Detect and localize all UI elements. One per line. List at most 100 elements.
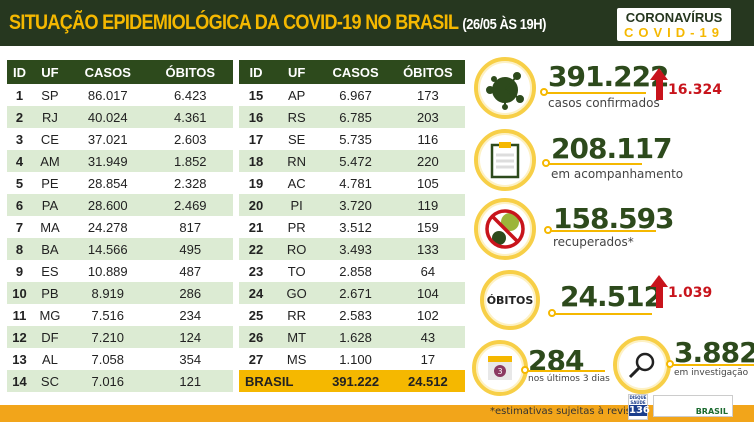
cell: 4 bbox=[7, 150, 32, 172]
cell: 7.210 bbox=[67, 326, 148, 348]
table-row: 14 SC 7.016 121 bbox=[7, 370, 233, 392]
table-row: 5 PE 28.854 2.328 bbox=[7, 172, 233, 194]
table-row: 16 RS 6.785 203 bbox=[239, 106, 465, 128]
table-row: 20 PI 3.720 119 bbox=[239, 194, 465, 216]
cell: SE bbox=[287, 131, 306, 147]
cell: 16 bbox=[239, 106, 273, 128]
cell: 31.949 bbox=[67, 150, 148, 172]
last3-label: nos últimos 3 dias bbox=[528, 374, 610, 384]
cell: AM bbox=[31, 150, 68, 172]
cell: 6.423 bbox=[174, 87, 207, 103]
cell: 17 bbox=[420, 351, 436, 367]
table-row: 23 TO 2.858 64 bbox=[239, 260, 465, 282]
cell: 1 bbox=[15, 87, 24, 103]
cell: AL bbox=[41, 351, 58, 367]
table-row: 10 PB 8.919 286 bbox=[7, 282, 233, 304]
cell: 203 bbox=[390, 106, 465, 128]
dot bbox=[544, 226, 552, 234]
cell: RN bbox=[272, 150, 321, 172]
cell: BA bbox=[31, 238, 68, 260]
cell: 2.328 bbox=[174, 175, 207, 191]
cell: 8 bbox=[7, 238, 32, 260]
cell: 3.720 bbox=[320, 194, 391, 216]
column-header: CASOS bbox=[67, 60, 148, 84]
cell: 173 bbox=[417, 87, 439, 103]
monitoring-value: 208.117 bbox=[551, 132, 673, 165]
cell: 28.600 bbox=[67, 194, 148, 216]
cell: DF bbox=[31, 326, 68, 348]
cell: RO bbox=[272, 238, 321, 260]
cell: 2.858 bbox=[339, 263, 372, 279]
cell: 28.854 bbox=[87, 175, 128, 191]
investigation-label: em investigação bbox=[674, 368, 749, 378]
cell: 2.583 bbox=[339, 307, 372, 323]
calendar-day: 3 bbox=[497, 367, 502, 376]
last3-circle: 3 bbox=[472, 340, 528, 396]
divider bbox=[670, 364, 754, 366]
arrow-stem bbox=[656, 79, 663, 100]
cell: 133 bbox=[390, 238, 465, 260]
table-row: 3 CE 37.021 2.603 bbox=[7, 128, 233, 150]
table-row: 2 RJ 40.024 4.361 bbox=[7, 106, 233, 128]
disque-label: DISQUE SAÚDE bbox=[629, 395, 647, 405]
cell: 43 bbox=[390, 326, 465, 348]
confirmed-label: casos confirmados bbox=[548, 96, 660, 110]
divider bbox=[546, 163, 642, 165]
total-label: BRASIL bbox=[239, 370, 321, 392]
cell: 15 bbox=[248, 87, 264, 103]
cell: GO bbox=[272, 282, 321, 304]
cell: 234 bbox=[179, 307, 202, 323]
cell: 37.021 bbox=[87, 131, 128, 147]
cell: AP bbox=[287, 87, 306, 103]
cell: 817 bbox=[179, 219, 202, 235]
cell: 7.016 bbox=[67, 370, 148, 392]
cell: 9 bbox=[15, 263, 24, 279]
cell: 5 bbox=[15, 175, 24, 191]
table-row: 18 RN 5.472 220 bbox=[239, 150, 465, 172]
cell: 3 bbox=[15, 131, 24, 147]
states-table-right: ID UF CASOS ÓBITOS 15 AP 6.967 173 16 RS 6.785 203 1… bbox=[239, 60, 465, 392]
cell: 124 bbox=[147, 326, 233, 348]
cell: 86.017 bbox=[87, 87, 128, 103]
divider bbox=[525, 370, 605, 372]
cell: 102 bbox=[417, 307, 439, 323]
investigation-value: 3.882 bbox=[674, 336, 754, 369]
date-label: (26/05 ÀS 19H) bbox=[462, 16, 546, 33]
divider bbox=[552, 313, 652, 315]
cell: 13 bbox=[12, 351, 27, 367]
cell: 23 bbox=[248, 263, 264, 279]
cell: 22 bbox=[239, 238, 273, 260]
cell: 7 bbox=[15, 219, 24, 235]
cell: RS bbox=[272, 106, 321, 128]
confirmed-circle bbox=[474, 57, 536, 119]
cell: 27 bbox=[248, 351, 264, 367]
table-row: 13 AL 7.058 354 bbox=[7, 348, 233, 370]
cell: 104 bbox=[390, 282, 465, 304]
cell: 3.493 bbox=[320, 238, 391, 260]
deaths-circle: ÓBITOS bbox=[480, 270, 540, 330]
cell: 10 bbox=[7, 282, 32, 304]
column-header: CASOS bbox=[320, 60, 391, 84]
cell: TO bbox=[287, 263, 306, 279]
cell: 12 bbox=[7, 326, 32, 348]
investigation-circle bbox=[613, 336, 671, 394]
page-title: SITUAÇÃO EPIDEMIOLÓGICA DA COVID-19 NO B… bbox=[9, 11, 546, 34]
column-header: ID bbox=[239, 60, 273, 84]
cell: PR bbox=[287, 219, 306, 235]
cell: 1.628 bbox=[320, 326, 391, 348]
confirmed-delta: 16.324 bbox=[668, 82, 723, 98]
cell: 6.785 bbox=[320, 106, 391, 128]
arrow-up-icon bbox=[650, 68, 668, 80]
cell: ES bbox=[41, 263, 59, 279]
cell: PI bbox=[272, 194, 321, 216]
table-row: 17 SE 5.735 116 bbox=[239, 128, 465, 150]
cell: 3.512 bbox=[339, 219, 372, 235]
cell: 18 bbox=[239, 150, 273, 172]
table-row: 4 AM 31.949 1.852 bbox=[7, 150, 233, 172]
cell: 2.671 bbox=[320, 282, 391, 304]
cell: SC bbox=[31, 370, 68, 392]
deaths-value: 24.512 bbox=[560, 280, 663, 313]
clipboard-icon bbox=[490, 142, 520, 179]
cell: 354 bbox=[179, 351, 202, 367]
cell: 7.516 bbox=[91, 307, 125, 323]
